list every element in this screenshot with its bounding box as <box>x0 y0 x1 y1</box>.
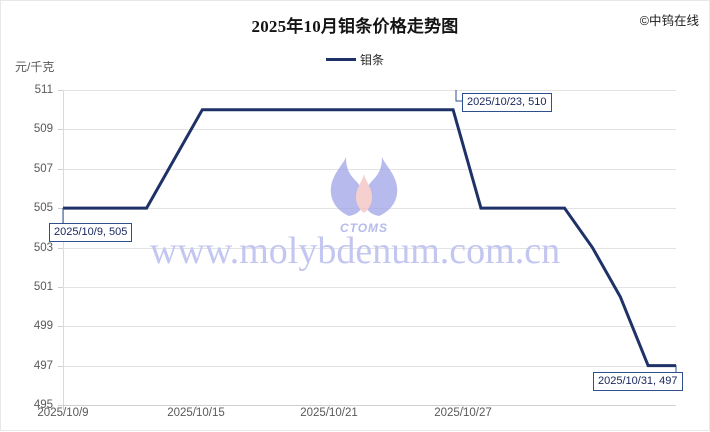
x-tick-mark <box>329 405 330 410</box>
y-tick-mark <box>58 208 63 210</box>
gridline-baseline <box>63 405 676 406</box>
y-tick-label: 511 <box>34 84 53 96</box>
x-tick-label: 2025/10/15 <box>167 407 225 419</box>
gridline <box>63 168 676 170</box>
y-tick-label: 507 <box>33 162 53 175</box>
data-label-callout: 2025/10/23, 510 <box>462 93 552 113</box>
data-label-callout: 2025/10/31, 497 <box>593 372 683 392</box>
y-tick-mark <box>58 168 63 170</box>
x-axis-tick-labels: 2025/10/9 2025/10/15 2025/10/21 2025/10/… <box>1 407 710 427</box>
x-tick-label: 2025/10/9 <box>37 407 89 419</box>
gridline <box>63 365 676 367</box>
y-axis-title: 元/千克 <box>15 60 55 74</box>
x-tick-mark <box>196 405 197 410</box>
gridline <box>63 129 676 131</box>
gridline <box>63 90 676 91</box>
y-tick-label: 503 <box>33 241 53 254</box>
copyright-label: ©中钨在线 <box>639 14 699 28</box>
y-tick-mark <box>58 286 63 288</box>
gridline <box>63 247 676 249</box>
y-tick-mark <box>58 405 63 406</box>
x-tick-label: 2025/10/21 <box>300 407 358 419</box>
y-tick-label: 499 <box>33 320 53 333</box>
data-label-callout: 2025/10/9, 505 <box>49 223 133 243</box>
legend-swatch-icon <box>325 58 356 61</box>
y-tick-mark <box>58 247 63 249</box>
x-tick-label: 2025/10/27 <box>434 407 492 419</box>
gridline <box>63 208 676 210</box>
y-tick-mark <box>58 326 63 328</box>
y-tick-mark <box>58 129 63 131</box>
x-tick-mark <box>63 405 64 410</box>
chart-legend: 钼条 <box>1 51 709 68</box>
y-tick-label: 495 <box>33 399 53 411</box>
gridline <box>63 326 676 328</box>
x-tick-mark <box>463 405 464 410</box>
y-tick-label: 505 <box>33 202 53 215</box>
y-tick-mark <box>58 90 63 91</box>
gridline <box>63 286 676 288</box>
chart-title: 2025年10月钼条价格走势图 <box>251 17 459 36</box>
y-tick-label: 501 <box>33 280 53 293</box>
y-tick-label: 509 <box>33 123 53 136</box>
plot-area <box>63 90 676 406</box>
legend-item-label: 钼条 <box>359 53 384 67</box>
y-axis-tick-labels: 511 509 507 505 503 501 499 497 495 <box>1 84 57 411</box>
y-tick-label: 497 <box>33 359 53 372</box>
y-tick-mark <box>58 365 63 367</box>
